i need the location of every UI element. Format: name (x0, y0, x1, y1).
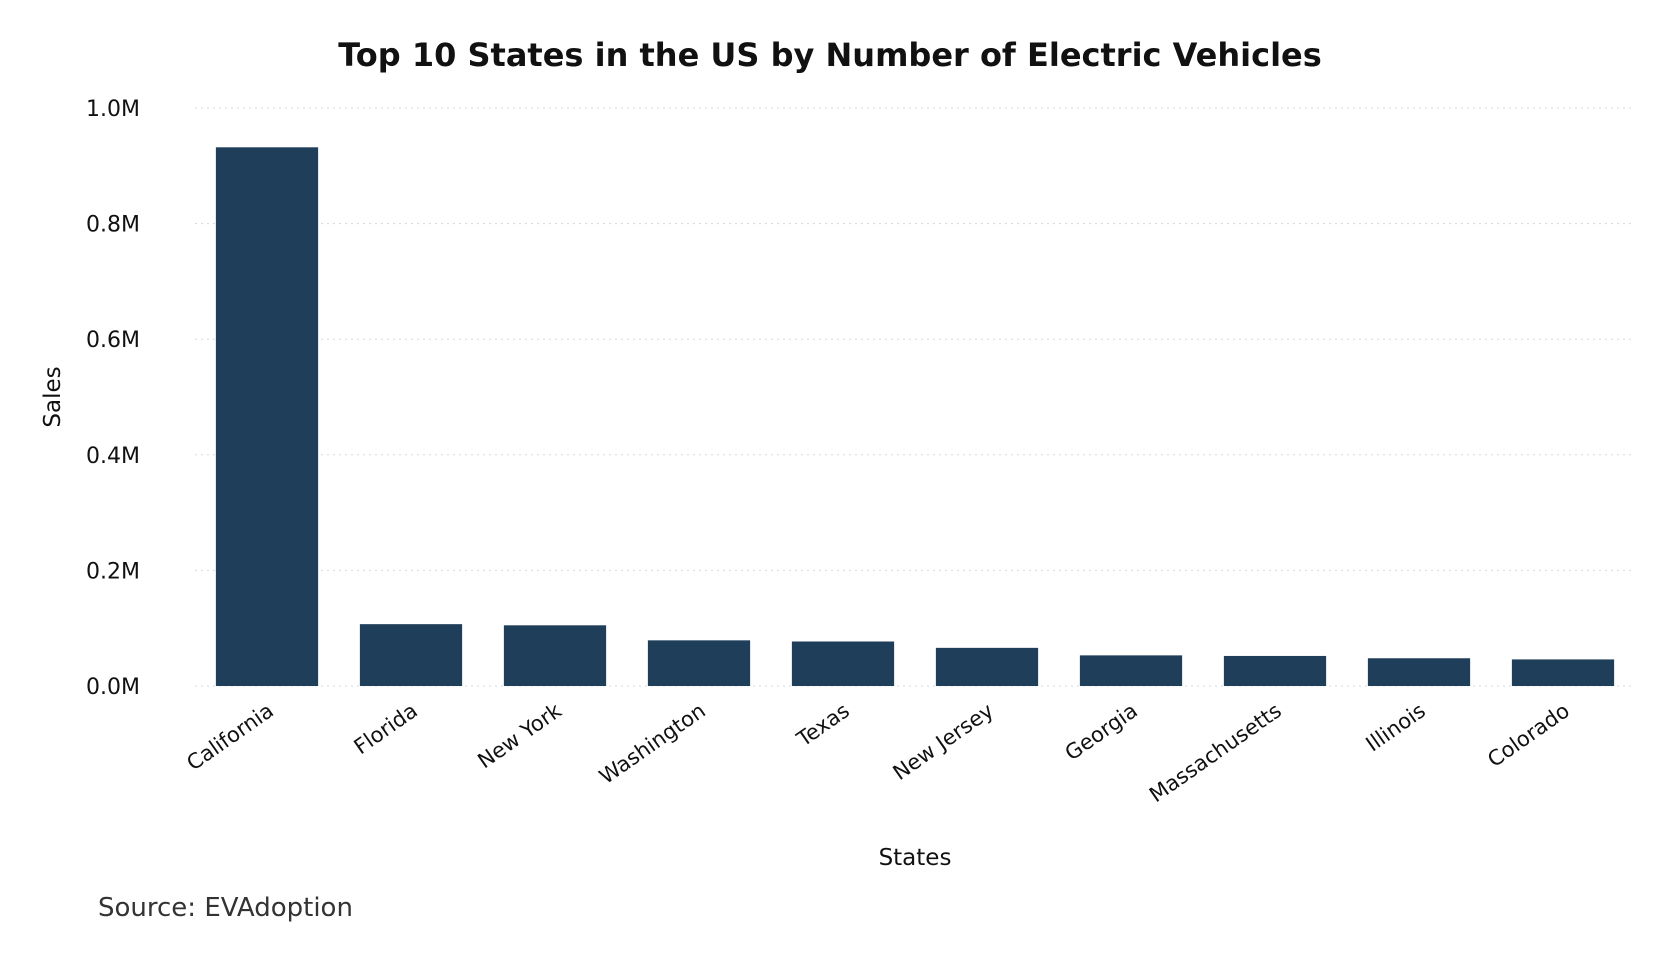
bar-massachusetts (1223, 655, 1327, 686)
bar-florida (359, 624, 463, 686)
x-tick-label: Georgia (1061, 698, 1142, 765)
bar-illinois (1367, 658, 1471, 686)
source-note: Source: EVAdoption (98, 893, 353, 923)
x-tick-label: Massachusetts (1145, 698, 1286, 807)
y-tick-label: 1.0M (86, 97, 140, 122)
x-tick-label: Colorado (1483, 698, 1574, 772)
y-axis-label: Sales (40, 366, 66, 427)
bar-new-jersey (935, 647, 1039, 686)
bar-california (215, 147, 319, 686)
y-tick-label: 0.6M (86, 328, 140, 353)
chart-title: Top 10 States in the US by Number of Ele… (338, 36, 1322, 74)
x-tick-label: Illinois (1362, 698, 1430, 756)
y-tick-label: 0.2M (86, 559, 140, 584)
x-axis-label: States (879, 845, 952, 871)
y-tick-label: 0.8M (86, 213, 140, 238)
bar-new-york (503, 625, 607, 686)
bar-colorado (1511, 659, 1615, 686)
x-tick-label: Florida (350, 698, 422, 759)
x-tick-label: New Jersey (889, 698, 998, 784)
y-tick-label: 0.4M (86, 444, 140, 469)
bar-texas (791, 641, 895, 686)
x-tick-label: Texas (792, 698, 854, 752)
bar-washington (647, 640, 751, 686)
x-tick-label: Washington (595, 698, 710, 788)
x-tick-label: New York (473, 698, 566, 773)
x-tick-label: California (182, 698, 277, 775)
y-tick-label: 0.0M (86, 675, 140, 700)
bar-georgia (1079, 655, 1183, 686)
